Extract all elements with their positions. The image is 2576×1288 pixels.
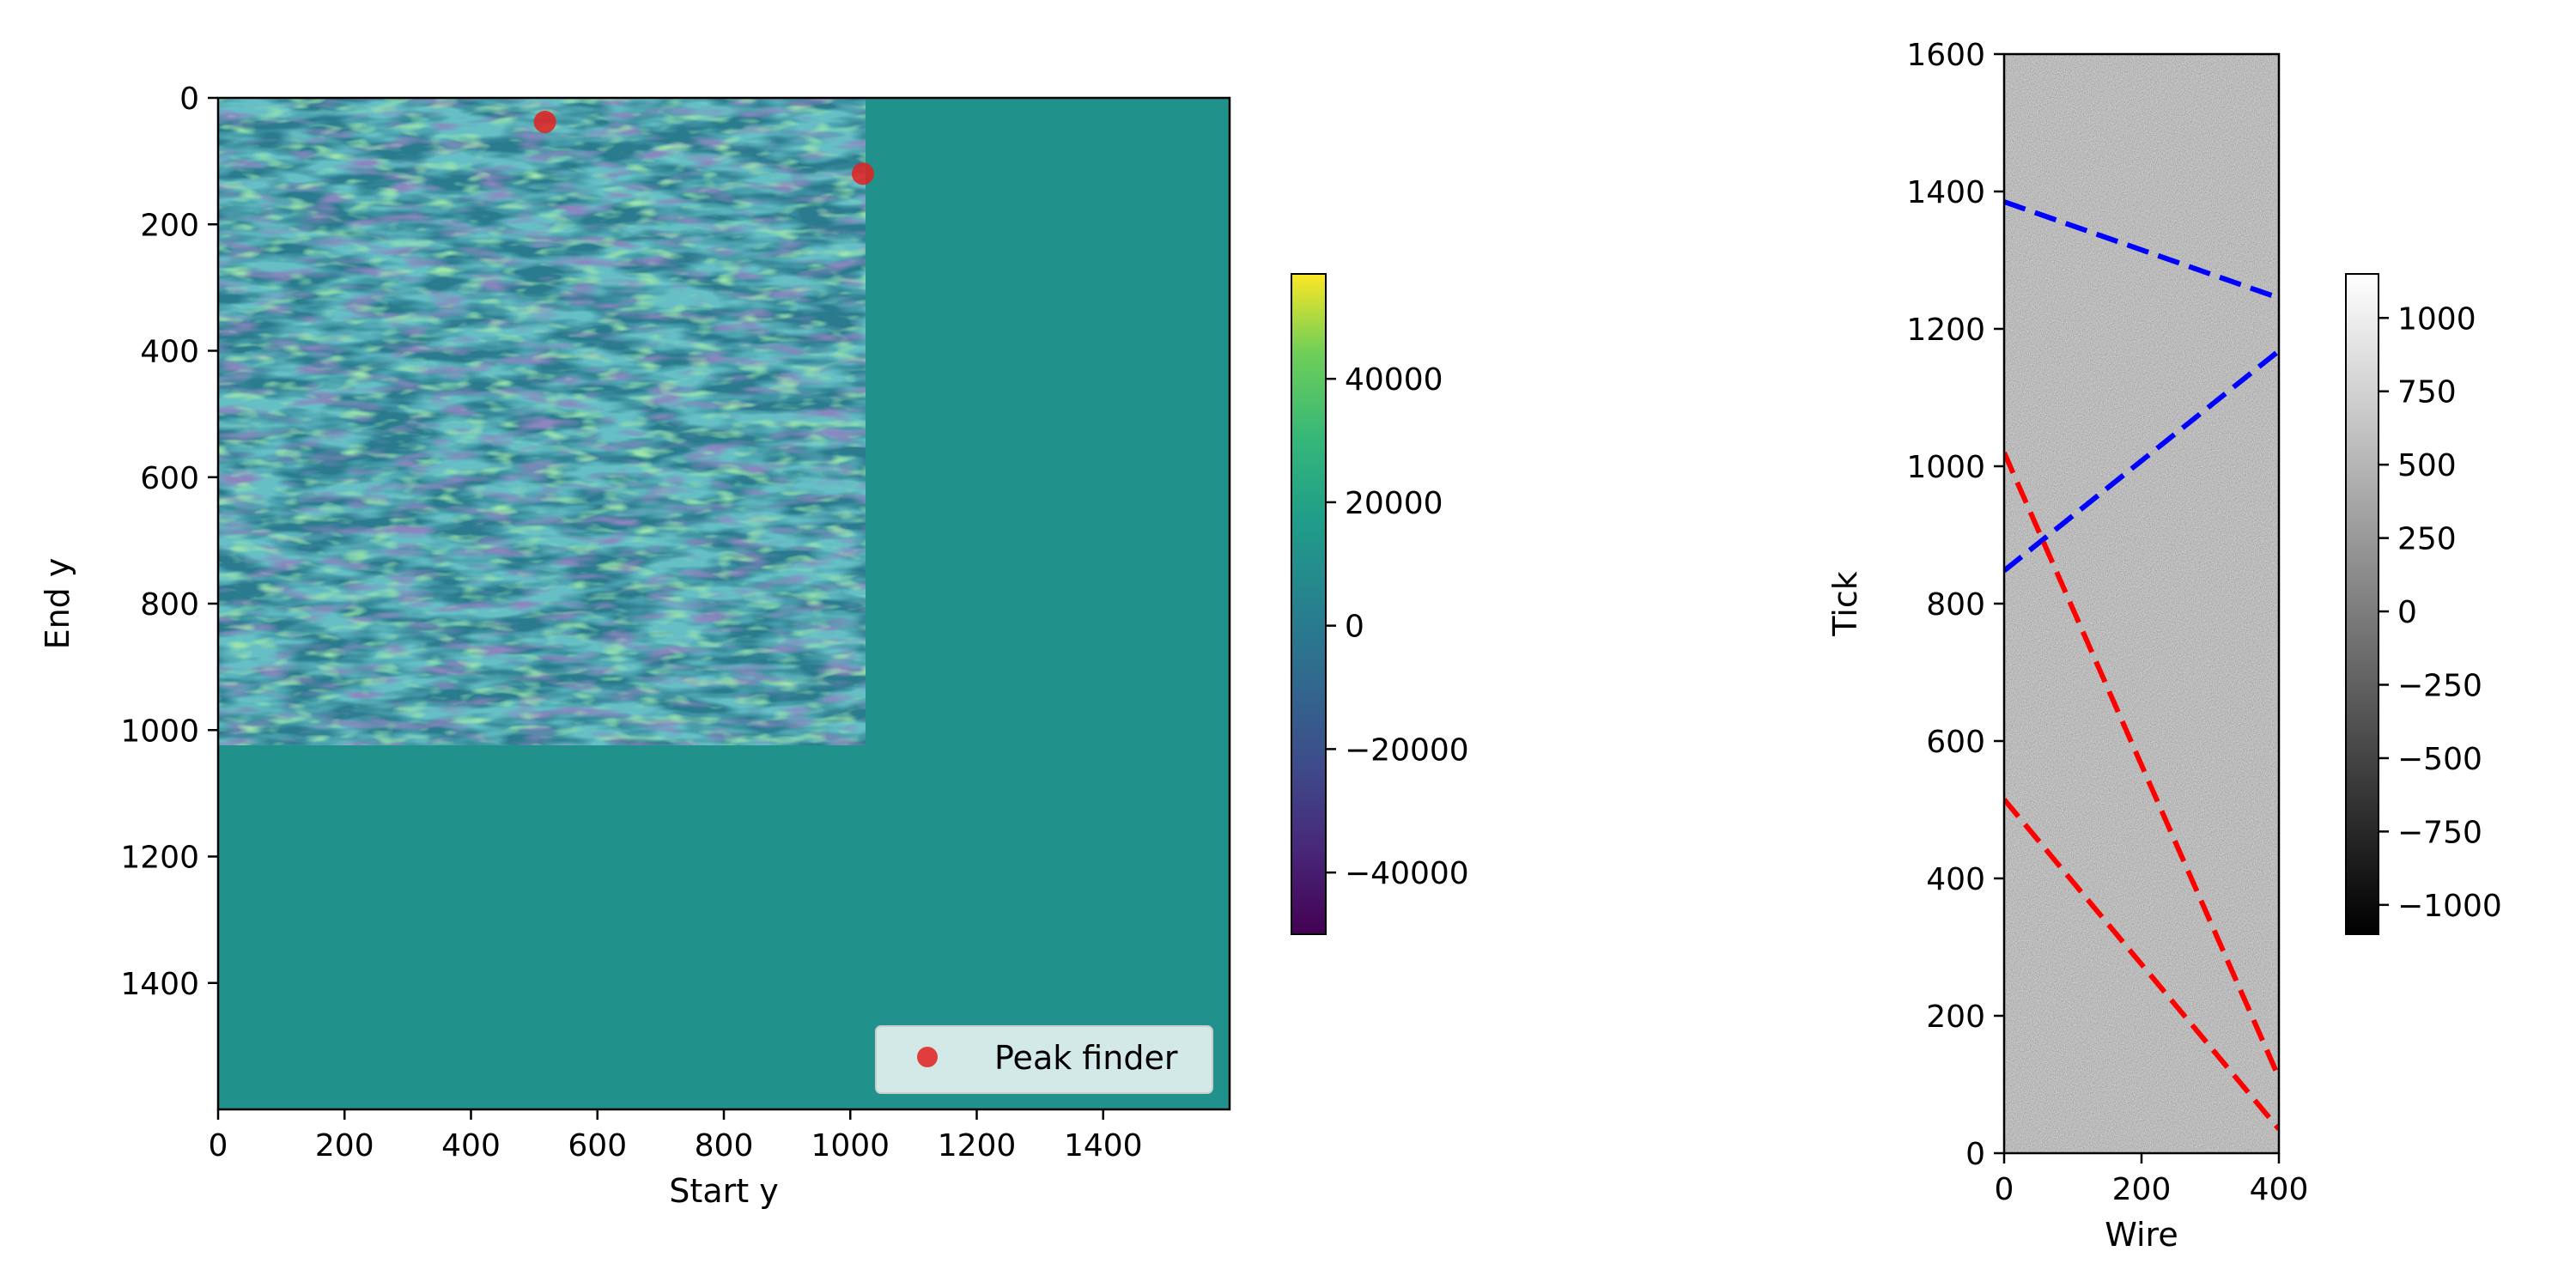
left-colorbar-tick-label: 20000: [1345, 486, 1443, 521]
right-x-ticks: 0 200 400: [1995, 1153, 2309, 1207]
red-track-line: [2004, 451, 2279, 1079]
left-y-tick-label: 600: [140, 461, 199, 496]
right-colorbar: 1000 750 500 250 0 −250 −500 −750 −1000: [2345, 273, 2502, 935]
left-x-ticks: 0 200 400 600 800 1000 1200 1400: [209, 1109, 1143, 1163]
left-y-axis-label: End y: [39, 558, 76, 650]
left-y-tick-label: 400: [140, 335, 199, 370]
right-colorbar-tick-label: 250: [2397, 522, 2457, 557]
left-x-tick-label: 1000: [811, 1128, 890, 1163]
left-colorbar-tick-label: 40000: [1345, 362, 1443, 398]
left-x-tick-label: 600: [568, 1128, 627, 1163]
right-heatmap-noise: [2004, 54, 2279, 1153]
left-colorbar: 40000 20000 0 −20000 −40000: [1291, 273, 1469, 935]
right-y-tick-label: 1400: [1906, 175, 1985, 210]
right-colorbar-tick-label: 1000: [2397, 301, 2476, 337]
left-x-axis-label: Start y: [669, 1172, 778, 1210]
right-colorbar-tick-label: −500: [2397, 742, 2482, 777]
right-y-tick-label: 200: [1926, 999, 1985, 1035]
legend-box: [875, 1025, 1213, 1094]
right-y-tick-label: 600: [1926, 725, 1985, 760]
blue-track-line: [2004, 349, 2279, 573]
left-y-tick-label: 200: [140, 208, 199, 243]
left-y-tick-label: 0: [179, 82, 199, 117]
left-colorbar-tick-label: −20000: [1345, 732, 1469, 768]
right-x-tick-label: 200: [2112, 1172, 2172, 1207]
right-y-axis-label: Tick: [1826, 571, 1864, 637]
red-track-line: [2004, 798, 2279, 1131]
left-x-tick-label: 1400: [1064, 1128, 1143, 1163]
legend-label: Peak finder: [994, 1039, 1178, 1077]
left-x-tick-label: 400: [441, 1128, 501, 1163]
right-y-tick-label: 1200: [1906, 313, 1985, 348]
texture-layer-3: [218, 98, 866, 745]
right-colorbar-tick-label: 0: [2397, 595, 2417, 630]
right-colorbar-tick-label: −1000: [2397, 889, 2502, 924]
left-x-tick-label: 800: [695, 1128, 754, 1163]
left-y-tick-label: 1000: [120, 714, 199, 749]
track-lines: [2004, 199, 2279, 1131]
right-colorbar-tick-label: 750: [2397, 375, 2457, 410]
left-heatmap-panel: 0 200 400 600 800 1000 1200 1400 0 200 400 600 800 1…: [39, 82, 1469, 1210]
right-colorbar-gradient: [2345, 273, 2379, 935]
left-colorbar-ticks: 40000 20000 0 −20000 −40000: [1326, 362, 1469, 891]
left-colorbar-tick-label: 0: [1345, 610, 1364, 645]
right-y-tick-label: 0: [1965, 1137, 1985, 1172]
peak-finder-point: [851, 162, 874, 185]
peak-finder-points: [533, 110, 874, 185]
left-x-tick-label: 200: [315, 1128, 374, 1163]
left-y-ticks: 0 200 400 600 800 1000 1200 1400: [120, 82, 218, 1002]
right-colorbar-tick-label: −750: [2397, 815, 2482, 850]
right-x-tick-label: 400: [2250, 1172, 2309, 1207]
right-y-tick-label: 1000: [1906, 450, 1985, 485]
right-colorbar-tick-label: 500: [2397, 448, 2457, 483]
right-x-axis-label: Wire: [2105, 1216, 2178, 1254]
legend-marker: [917, 1047, 938, 1067]
blue-track-line: [2004, 199, 2279, 301]
right-colorbar-tick-label: −250: [2397, 668, 2482, 703]
left-heatmap-textured-region: [218, 98, 866, 745]
right-y-tick-label: 400: [1926, 862, 1985, 897]
right-colorbar-ticks: 1000 750 500 250 0 −250 −500 −750 −1000: [2379, 301, 2502, 924]
legend: Peak finder: [875, 1025, 1213, 1094]
right-y-tick-label: 800: [1926, 587, 1985, 623]
right-x-tick-label: 0: [1995, 1172, 2014, 1207]
left-colorbar-tick-label: −40000: [1345, 856, 1469, 891]
left-y-tick-label: 800: [140, 587, 199, 623]
peak-finder-point: [533, 110, 556, 133]
right-y-ticks: 0 200 400 600 800 1000 1200 1400 1600: [1906, 38, 2004, 1172]
left-x-tick-label: 0: [209, 1128, 228, 1163]
left-colorbar-gradient: [1291, 273, 1327, 935]
left-y-tick-label: 1400: [120, 967, 199, 1002]
left-y-tick-label: 1200: [120, 841, 199, 876]
right-heatmap-panel: 0 200 400 0 200 400 600 800 1000 1200 1400 1600 Wi…: [1826, 38, 2502, 1254]
left-x-tick-label: 1200: [938, 1128, 1017, 1163]
right-y-tick-label: 1600: [1906, 38, 1985, 73]
